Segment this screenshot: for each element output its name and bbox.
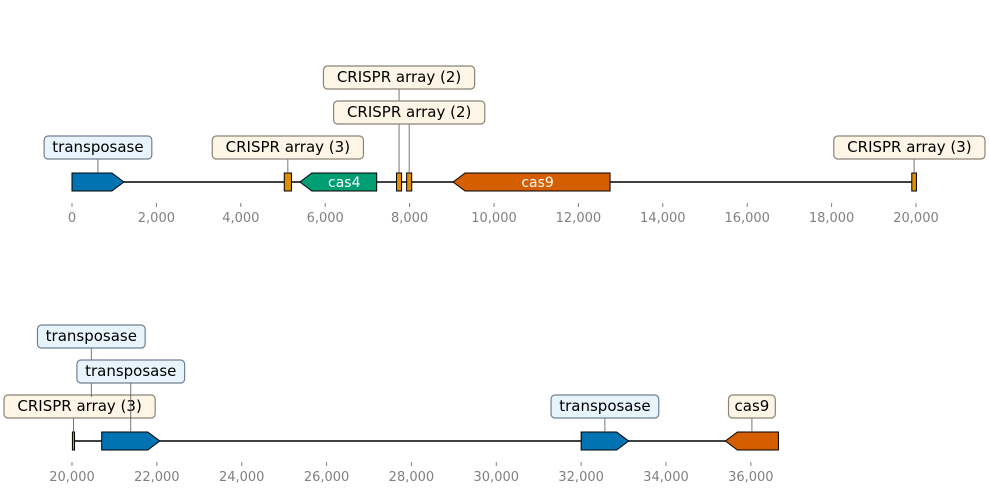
feature-label-box — [43, 135, 153, 160]
feature-label-box — [550, 394, 660, 419]
feature-label-text: CRISPR array (3) — [226, 138, 350, 156]
axis-tick-label: 2,000 — [138, 211, 175, 226]
axis-tick-label: 10,000 — [471, 211, 517, 226]
axis-tick-label: 16,000 — [724, 211, 770, 226]
axis-tick-label: 22,000 — [134, 470, 180, 485]
feature-label-box — [36, 324, 146, 349]
feature-label-text: transposase — [52, 138, 143, 156]
axis-tick-label: 0 — [68, 211, 76, 226]
crispr-feature[interactable] — [283, 172, 292, 192]
cas4-feature-label: cas4 — [328, 175, 361, 191]
feature-label-box — [211, 135, 365, 160]
transposase-feature[interactable] — [101, 431, 161, 451]
crispr-feature[interactable] — [911, 172, 917, 192]
feature-label-text: CRISPR array (2) — [337, 68, 461, 86]
transposase-feature[interactable] — [71, 172, 125, 192]
axis-tick-label: 12,000 — [556, 211, 602, 226]
feature-label-box — [76, 359, 186, 384]
axis-tick-label: 18,000 — [809, 211, 855, 226]
axis-tick-label: 26,000 — [304, 470, 350, 485]
axis-tick-label: 24,000 — [219, 470, 265, 485]
axis-tick-label: 20,000 — [893, 211, 939, 226]
crispr-feature[interactable] — [71, 431, 76, 451]
axis-tick-label: 14,000 — [640, 211, 686, 226]
cas9-feature[interactable] — [452, 172, 611, 192]
feature-label-box — [833, 135, 986, 160]
feature-label-text: CRISPR array (3) — [17, 397, 141, 415]
feature-label-box — [727, 394, 776, 419]
feature-label-text: CRISPR array (2) — [347, 103, 471, 121]
feature-label-text: CRISPR array (3) — [847, 138, 971, 156]
feature-label-box — [332, 100, 486, 125]
transposase-feature[interactable] — [580, 431, 630, 451]
cas9-feature-label: cas9 — [521, 175, 553, 191]
axis-tick-label: 8,000 — [391, 211, 428, 226]
crispr-feature[interactable] — [406, 172, 413, 192]
feature-label-text: cas9 — [735, 397, 770, 415]
crispr-feature[interactable] — [396, 172, 403, 192]
cas4-feature[interactable] — [299, 172, 378, 192]
axis-tick-label: 30,000 — [474, 470, 520, 485]
axis-tick-label: 6,000 — [307, 211, 344, 226]
feature-label-box — [3, 394, 156, 419]
axis-tick-label: 28,000 — [389, 470, 435, 485]
axis-tick-label: 36,000 — [728, 470, 774, 485]
feature-label-text: transposase — [85, 362, 176, 380]
genome-track-1: 0 2,000 4,000 6,000 8,000 10,000 12,000 14,000 1… — [43, 65, 986, 226]
cas9-feature[interactable] — [724, 431, 779, 451]
axis-tick-label: 4,000 — [222, 211, 259, 226]
axis-tick-label: 34,000 — [643, 470, 689, 485]
axis-tick-label: 32,000 — [558, 470, 604, 485]
feature-label-text: transposase — [559, 397, 650, 415]
genome-track-2: 20,000 22,000 24,000 26,000 28,000 30,000 32,0… — [3, 324, 779, 485]
feature-label-box — [322, 65, 476, 90]
axis-tick-label: 20,000 — [49, 470, 95, 485]
feature-label-text: transposase — [46, 327, 137, 345]
